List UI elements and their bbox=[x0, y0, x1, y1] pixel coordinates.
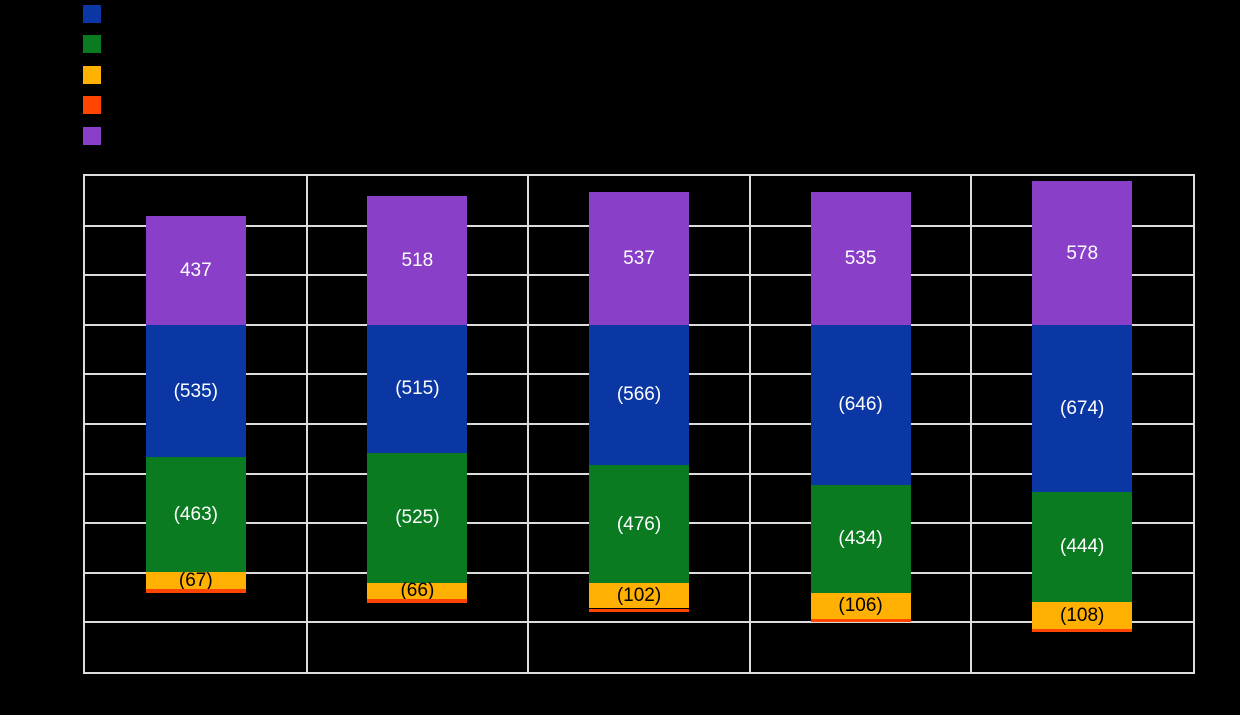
legend-swatch-series-blue bbox=[83, 5, 101, 23]
bar-value-label: (463) bbox=[173, 504, 218, 526]
bar-value-label: (67) bbox=[178, 570, 213, 592]
gridline-vertical bbox=[970, 176, 973, 672]
gridline-horizontal bbox=[85, 621, 1193, 624]
gridline-vertical bbox=[305, 176, 308, 672]
chart-legend bbox=[83, 5, 103, 150]
bar-value-label: (535) bbox=[173, 380, 218, 402]
bar-value-label: 518 bbox=[401, 250, 434, 272]
bar-segment-series-red bbox=[145, 588, 246, 593]
bar-value-label: (106) bbox=[838, 595, 883, 617]
legend-swatch-series-green bbox=[83, 35, 101, 54]
bar-segment-series-blue: (674) bbox=[1032, 324, 1133, 492]
bar-segment-series-orange: (108) bbox=[1032, 602, 1133, 629]
plot-area: (535) (463) (67) 437 (515) (525) (66) 518 (566) (… bbox=[83, 174, 1195, 674]
bar-value-label: (108) bbox=[1060, 604, 1105, 626]
bar-segment-series-red bbox=[589, 608, 689, 613]
bar-segment-series-blue: (646) bbox=[810, 324, 911, 485]
bar-segment-series-blue: (535) bbox=[145, 324, 246, 458]
bar-segment-series-green: (444) bbox=[1032, 491, 1133, 603]
bar-value-label: (66) bbox=[400, 580, 435, 602]
bar-segment-series-purple: 537 bbox=[589, 191, 689, 325]
bar-segment-series-purple: 578 bbox=[1032, 181, 1133, 325]
bar-value-label: (476) bbox=[616, 513, 662, 535]
bar-value-label: (525) bbox=[395, 507, 440, 529]
bar-value-label: 437 bbox=[179, 260, 212, 282]
bar-segment-series-blue: (566) bbox=[589, 324, 689, 466]
bar-segment-series-orange: (67) bbox=[145, 570, 246, 592]
bar-segment-series-purple: 437 bbox=[145, 216, 246, 325]
legend-swatch-series-red bbox=[83, 96, 101, 115]
legend-swatch-series-orange bbox=[83, 65, 101, 84]
bar-segment-series-purple: 535 bbox=[810, 192, 911, 325]
bar-value-label: (102) bbox=[616, 585, 662, 607]
bar-segment-series-green: (463) bbox=[145, 457, 246, 573]
legend-swatch-series-purple bbox=[83, 126, 101, 145]
bar-segment-series-red bbox=[810, 618, 911, 622]
bar-value-label: (566) bbox=[616, 384, 662, 406]
bar-value-label: 537 bbox=[623, 247, 655, 269]
gridline-vertical bbox=[527, 176, 530, 672]
bar-segment-series-red bbox=[1032, 628, 1133, 633]
bar-value-label: (434) bbox=[838, 528, 883, 550]
bar-segment-series-purple: 518 bbox=[367, 196, 468, 325]
bar-segment-series-green: (476) bbox=[589, 465, 689, 584]
bar-segment-series-red bbox=[367, 599, 468, 603]
bar-value-label: 578 bbox=[1066, 242, 1099, 264]
bar-value-label: (674) bbox=[1060, 397, 1105, 419]
bar-value-label: 535 bbox=[844, 247, 877, 269]
bar-value-label: (444) bbox=[1060, 536, 1105, 558]
gridline-vertical bbox=[748, 176, 751, 672]
bar-value-label: (515) bbox=[395, 378, 440, 400]
bar-segment-series-orange: (102) bbox=[589, 583, 689, 609]
bar-value-label: (646) bbox=[838, 394, 883, 416]
bar-segment-series-blue: (515) bbox=[367, 324, 468, 453]
bar-segment-series-green: (434) bbox=[810, 485, 911, 593]
bar-segment-series-orange: (106) bbox=[810, 592, 911, 619]
bar-segment-series-green: (525) bbox=[367, 452, 468, 583]
bar-segment-series-orange: (66) bbox=[367, 580, 468, 602]
